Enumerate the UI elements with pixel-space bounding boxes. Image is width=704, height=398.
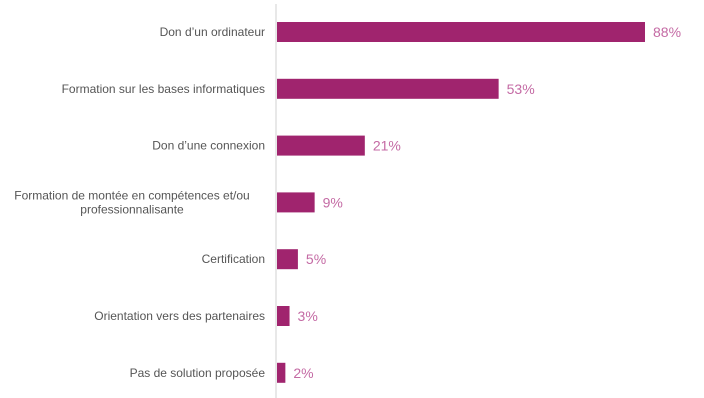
bar: [277, 192, 315, 213]
value-label: 3%: [298, 308, 318, 324]
value-label: 9%: [323, 194, 343, 210]
value-label: 53%: [507, 81, 535, 97]
value-label: 88%: [653, 24, 681, 40]
bar: [277, 362, 286, 383]
category-label: Pas de solution proposée: [130, 366, 266, 380]
bar: [277, 78, 499, 99]
bar: [277, 22, 645, 42]
bar: [277, 135, 365, 156]
category-label: Certification: [202, 252, 265, 266]
bar: [277, 306, 290, 326]
category-label: Orientation vers des partenaires: [94, 309, 265, 323]
value-label: 2%: [293, 365, 313, 381]
category-label: Don d’une connexion: [152, 139, 265, 153]
value-label: 5%: [306, 251, 326, 267]
category-label: Formation de montée en compétences et/ou…: [14, 188, 249, 216]
bar: [277, 249, 298, 270]
value-label: 21%: [373, 138, 401, 154]
category-label: Don d’un ordinateur: [160, 25, 265, 39]
category-label: Formation sur les bases informatiques: [62, 82, 265, 96]
